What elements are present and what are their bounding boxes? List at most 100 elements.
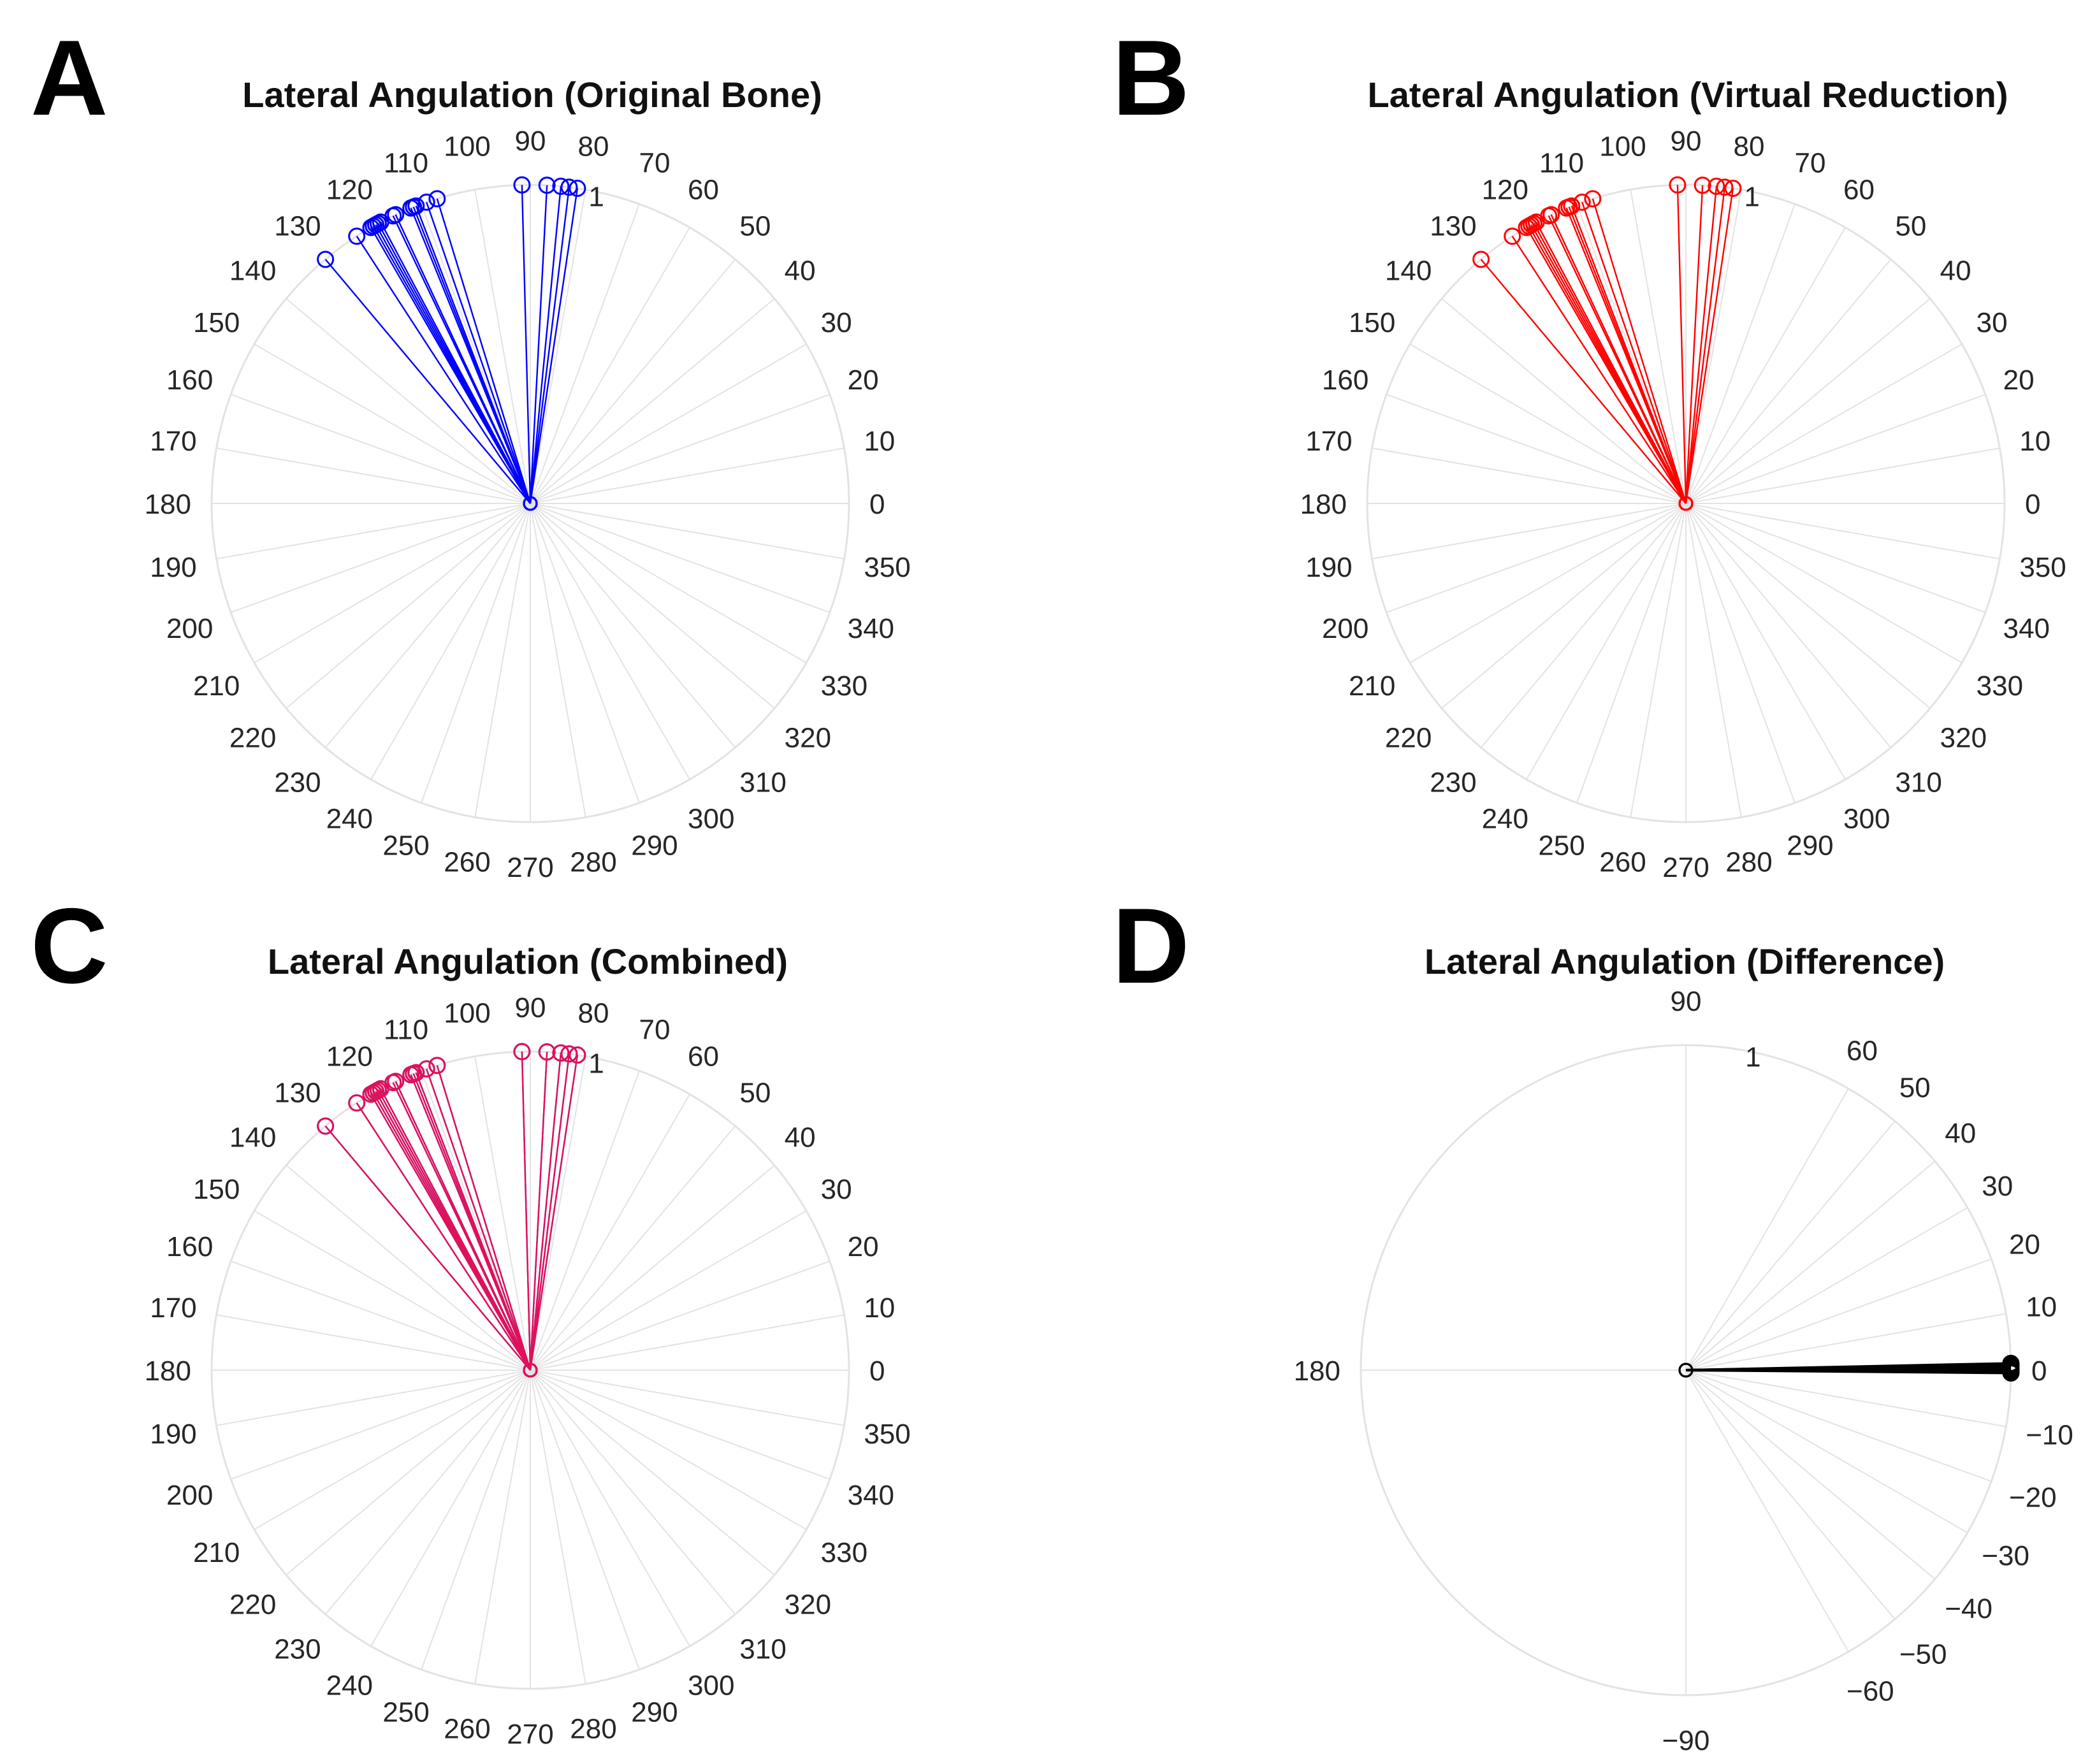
data-point (402, 1066, 420, 1083)
grid-spoke (216, 1370, 531, 1426)
grid-spoke (530, 503, 640, 804)
theta-tick-label: 170 (150, 426, 196, 457)
theta-tick-label: −10 (2026, 1420, 2073, 1451)
grid-spoke (530, 1125, 736, 1371)
grid-spoke (1409, 503, 1687, 663)
panel-b: B Lateral Angulation (Virtual Reduction)… (1112, 18, 2066, 883)
grid-spoke (1685, 503, 1986, 613)
grid-spoke (421, 503, 531, 804)
theta-tick-label: 80 (578, 998, 609, 1029)
grid-spoke (1386, 503, 1687, 613)
grid-spoke (1685, 503, 1931, 709)
theta-tick-label: 160 (166, 365, 213, 396)
data-line (1548, 215, 1687, 504)
grid-spoke (1685, 1258, 1992, 1371)
grid-spoke (1685, 1207, 1968, 1371)
grid-spoke (370, 503, 531, 780)
theta-tick-label: 260 (444, 846, 490, 878)
data-point (2002, 1354, 2020, 1372)
theta-tick-label: 140 (229, 256, 276, 287)
grid-spoke (530, 298, 775, 504)
theta-tick-label: 0 (869, 1356, 885, 1387)
data-line (521, 185, 532, 504)
grid-spoke (530, 1370, 807, 1530)
theta-tick-label: 330 (821, 1537, 867, 1568)
data-point (317, 1117, 335, 1135)
theta-tick-label: 190 (1305, 552, 1352, 583)
theta-tick-label: 10 (864, 1292, 895, 1324)
data-line (1581, 201, 1687, 504)
theta-tick-label: 40 (785, 256, 816, 287)
data-line (1685, 187, 1726, 504)
grid-spoke (1685, 343, 1963, 504)
grid-spoke (254, 503, 531, 663)
data-line (529, 1055, 579, 1371)
grid-spoke (1685, 203, 1796, 504)
theta-tick-label: 170 (150, 1292, 196, 1324)
grid-spoke (286, 1164, 531, 1371)
data-line (410, 207, 532, 504)
theta-tick-label: 350 (864, 552, 910, 583)
data-point (1504, 228, 1521, 245)
theta-tick-label: 60 (1843, 174, 1875, 205)
grid-spoke (474, 189, 531, 504)
grid-spoke (216, 447, 531, 504)
theta-tick-label: 130 (274, 1077, 321, 1108)
theta-tick-label: 230 (274, 1634, 321, 1665)
theta-tick-label: 180 (145, 1356, 191, 1387)
data-line (436, 198, 532, 504)
theta-tick-label: 290 (631, 1697, 678, 1728)
grid-spoke (530, 227, 690, 504)
grid-spoke (530, 1370, 845, 1426)
grid-spoke (1685, 1370, 2006, 1428)
data-line (1525, 227, 1687, 504)
data-point (538, 177, 556, 194)
grid-spoke (1685, 298, 1931, 504)
data-line (1676, 185, 1687, 504)
theta-tick-label: 330 (1977, 670, 2023, 702)
theta-tick-label: 50 (1899, 1073, 1931, 1104)
grid-spoke (216, 503, 531, 560)
theta-tick-label: 340 (848, 613, 894, 644)
theta-tick-label: −40 (1945, 1593, 1992, 1624)
data-line (529, 1053, 570, 1371)
theta-tick-label: 130 (274, 210, 321, 242)
data-point (348, 1094, 366, 1112)
data-line (1480, 259, 1687, 504)
theta-tick-label: 210 (193, 1537, 240, 1568)
data-line (324, 259, 531, 504)
data-line (1685, 185, 1704, 504)
theta-tick-label: 100 (1599, 131, 1646, 163)
theta-tick-label: 180 (1294, 1356, 1340, 1387)
theta-tick-label: 160 (1322, 365, 1368, 396)
grid-spoke (530, 1370, 690, 1647)
theta-tick-label: 200 (166, 613, 213, 644)
grid-spoke (530, 1370, 736, 1615)
theta-tick-label: 170 (1305, 426, 1352, 457)
theta-tick-label: 190 (150, 552, 196, 583)
grid-spoke (1685, 1120, 1896, 1371)
panel-title-c: Lateral Angulation (Combined) (268, 941, 788, 981)
theta-tick-label: 280 (570, 846, 616, 878)
data-point (348, 228, 366, 245)
theta-tick-label: 30 (1977, 307, 2008, 338)
theta-tick-label: 40 (1940, 256, 1971, 287)
data-line (392, 1082, 532, 1371)
data-line (529, 186, 562, 504)
data-line (436, 1065, 532, 1371)
grid-spoke (530, 1370, 586, 1684)
theta-tick-label: 310 (739, 767, 786, 799)
grid-spoke (530, 503, 845, 560)
theta-tick-label: 20 (848, 365, 879, 396)
theta-tick-label: 110 (384, 147, 428, 178)
theta-tick-label: 50 (739, 210, 771, 242)
grid-spoke (286, 298, 531, 504)
theta-tick-label: 20 (2009, 1229, 2040, 1261)
r-tick-label: 1 (588, 181, 604, 212)
theta-tick-label: 90 (1671, 986, 1702, 1017)
grid-spoke (1685, 503, 1742, 818)
panel-a: A Lateral Angulation (Original Bone) 0 10… (31, 18, 911, 883)
grid-spoke (1685, 1313, 2006, 1371)
grid-spoke (1685, 227, 1846, 504)
